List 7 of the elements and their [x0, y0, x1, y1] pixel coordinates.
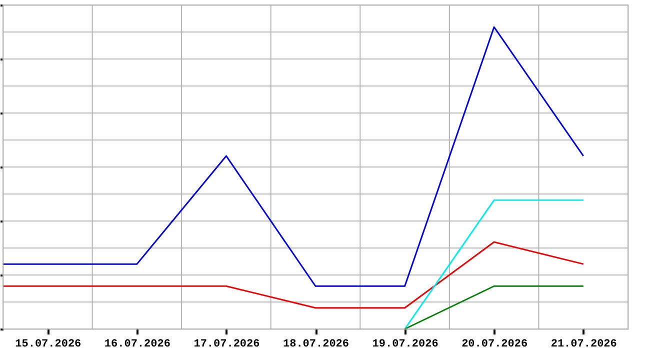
x-tick-label: 18.07.2026 — [282, 338, 350, 350]
x-tick-label: 20.07.2026 — [462, 338, 528, 350]
x-tick-label: 17.07.2026 — [194, 338, 260, 350]
x-tick-label: 16.07.2026 — [104, 338, 170, 350]
x-tick-label: 15.07.2026 — [15, 338, 82, 350]
x-tick-label: 21.07.2026 — [550, 338, 617, 350]
x-tick-label: 19.07.2026 — [372, 338, 438, 350]
